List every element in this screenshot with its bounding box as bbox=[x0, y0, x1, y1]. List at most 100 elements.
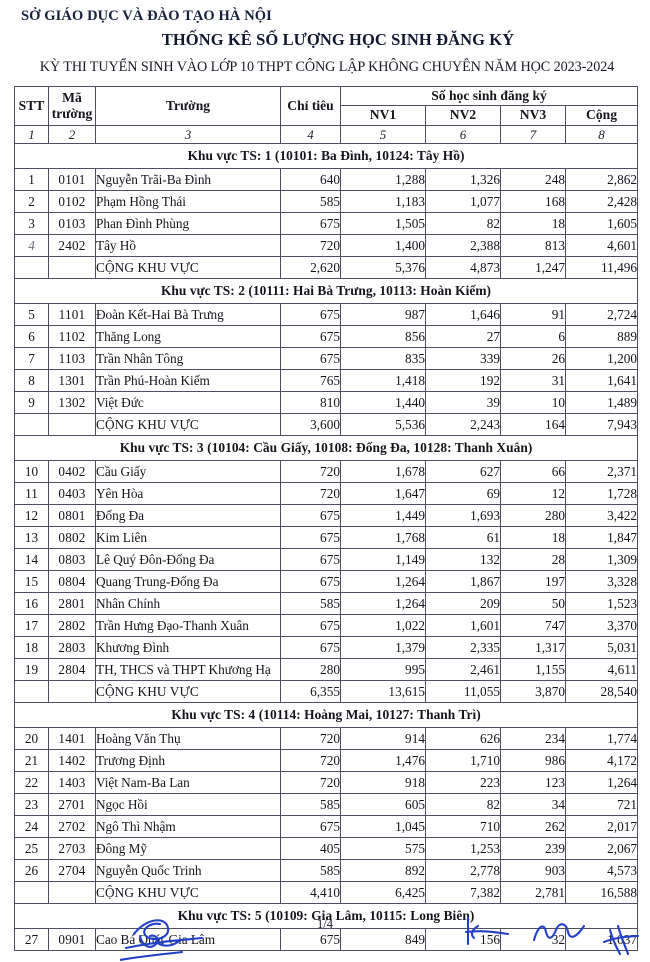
cell-nv3: 66 bbox=[500, 460, 566, 484]
cell-total-nv1: 5,376 bbox=[340, 256, 426, 280]
column-number: 1 bbox=[14, 125, 49, 145]
section-header-row: Khu vực TS: 4 (10114: Hoàng Mai, 10127: … bbox=[13, 702, 639, 729]
table-row[interactable]: 12 0801 Đống Đa 675 1,449 1,693 280 3,422 bbox=[14, 504, 639, 528]
table-row[interactable]: 26 2704 Nguyễn Quốc Trinh 585 892 2,778 903 4,5… bbox=[14, 859, 639, 883]
region-total-label: CỘNG KHU VỰC bbox=[95, 256, 281, 280]
cell-ma-truong-empty bbox=[48, 256, 96, 280]
table-row[interactable]: 2 0102 Phạm Hồng Thái 585 1,183 1,077 168 2,428 bbox=[14, 190, 639, 214]
cell-nv3: 18 bbox=[500, 212, 566, 236]
table-row[interactable]: 22 1403 Việt Nam-Ba Lan 720 918 223 123 1,264 bbox=[14, 771, 639, 795]
cell-cong: 3,370 bbox=[564, 614, 639, 638]
table-row[interactable]: 16 2801 Nhân Chính 585 1,264 209 50 1,523 bbox=[14, 592, 639, 616]
cell-stt: 12 bbox=[14, 504, 49, 528]
cell-cong: 1,774 bbox=[564, 727, 639, 751]
cell-chi-tieu: 280 bbox=[280, 658, 341, 682]
cell-nv3: 168 bbox=[500, 190, 566, 214]
cell-nv2: 626 bbox=[425, 727, 501, 751]
table-row[interactable]: 6 1102 Thăng Long 675 856 27 6 889 bbox=[14, 325, 639, 349]
cell-total-nv3: 3,870 bbox=[500, 680, 566, 704]
cell-chi-tieu: 585 bbox=[280, 592, 341, 616]
table-row[interactable]: 25 2703 Đông Mỹ 405 575 1,253 239 2,067 bbox=[14, 837, 639, 861]
cell-truong: Quang Trung-Đống Đa bbox=[95, 570, 281, 594]
cell-nv1: 1,476 bbox=[340, 749, 426, 773]
cell-nv2: 2,461 bbox=[425, 658, 501, 682]
cell-stt: 7 bbox=[14, 347, 49, 371]
cell-nv2: 1,867 bbox=[425, 570, 501, 594]
cell-nv2: 223 bbox=[425, 771, 501, 795]
table-row[interactable]: 8 1301 Trần Phú-Hoàn Kiếm 765 1,418 192 31 1,64… bbox=[14, 369, 639, 393]
cell-total-chi-tieu: 4,410 bbox=[280, 881, 341, 905]
table-row[interactable]: 15 0804 Quang Trung-Đống Đa 675 1,264 1,867 19… bbox=[14, 570, 639, 594]
cell-total-nv1: 13,615 bbox=[340, 680, 426, 704]
cell-stt: 22 bbox=[14, 771, 49, 795]
cell-ma-truong: 0102 bbox=[48, 190, 96, 214]
cell-truong: Cầu Giấy bbox=[95, 460, 281, 484]
table-row[interactable]: 11 0403 Yên Hòa 720 1,647 69 12 1,728 bbox=[14, 482, 639, 506]
table-row[interactable]: 5 1101 Đoàn Kết-Hai Bà Trưng 675 987 1,646 91 2… bbox=[14, 303, 639, 327]
cell-stt: 18 bbox=[14, 636, 49, 660]
table-row[interactable]: 19 2804 TH, THCS và THPT Khương Hạ 280 995 2,… bbox=[14, 658, 639, 682]
cell-stt: 1 bbox=[14, 168, 49, 192]
cell-stt: 19 bbox=[14, 658, 49, 682]
cell-nv3: 813 bbox=[500, 234, 566, 258]
cell-cong: 4,611 bbox=[564, 658, 639, 682]
cell-stt: 3 bbox=[14, 212, 49, 236]
table-row[interactable]: 23 2701 Ngọc Hồi 585 605 82 34 721 bbox=[14, 793, 639, 817]
table-row[interactable]: 20 1401 Hoàng Văn Thụ 720 914 626 234 1,774 bbox=[14, 727, 639, 751]
table-row[interactable]: 3 0103 Phan Đình Phùng 675 1,505 82 18 1,605 bbox=[14, 212, 639, 236]
cell-nv2: 2,388 bbox=[425, 234, 501, 258]
cell-cong: 1,523 bbox=[564, 592, 639, 616]
cell-cong: 1,309 bbox=[564, 548, 639, 572]
cell-ma-truong: 2803 bbox=[48, 636, 96, 660]
cell-chi-tieu: 585 bbox=[280, 190, 341, 214]
table-row[interactable]: 9 1302 Việt Đức 810 1,440 39 10 1,489 bbox=[14, 391, 639, 415]
cell-chi-tieu: 765 bbox=[280, 369, 341, 393]
ma-truong-line2: trường bbox=[51, 106, 93, 122]
cell-nv1: 605 bbox=[340, 793, 426, 817]
cell-truong: Yên Hòa bbox=[95, 482, 281, 506]
cell-total-chi-tieu: 3,600 bbox=[280, 413, 341, 437]
table-row[interactable]: 24 2702 Ngô Thì Nhậm 675 1,045 710 262 2,017 bbox=[14, 815, 639, 839]
cell-stt: 13 bbox=[14, 526, 49, 550]
cell-ma-truong: 1402 bbox=[48, 749, 96, 773]
cell-nv3: 747 bbox=[500, 614, 566, 638]
cell-cong: 1,264 bbox=[564, 771, 639, 795]
cell-nv1: 1,379 bbox=[340, 636, 426, 660]
cell-nv1: 1,418 bbox=[340, 369, 426, 393]
cell-cong: 2,371 bbox=[564, 460, 639, 484]
cell-total-nv2: 2,243 bbox=[425, 413, 501, 437]
cell-cong: 4,172 bbox=[564, 749, 639, 773]
column-header-nv2: NV2 bbox=[425, 105, 501, 127]
table-row[interactable]: 1 0101 Nguyễn Trãi-Ba Đình 640 1,288 1,326 248… bbox=[14, 168, 639, 192]
cell-truong: Phan Đình Phùng bbox=[95, 212, 281, 236]
table-row[interactable]: 10 0402 Cầu Giấy 720 1,678 627 66 2,371 bbox=[14, 460, 639, 484]
column-number: 4 bbox=[280, 125, 341, 145]
table-row[interactable]: 13 0802 Kim Liên 675 1,768 61 18 1,847 bbox=[14, 526, 639, 550]
table-row[interactable]: 21 1402 Trương Định 720 1,476 1,710 986 4,172 bbox=[14, 749, 639, 773]
cell-truong: Trương Định bbox=[95, 749, 281, 773]
cell-truong: Ngô Thì Nhậm bbox=[95, 815, 281, 839]
cell-nv2: 1,077 bbox=[425, 190, 501, 214]
cell-nv3: 262 bbox=[500, 815, 566, 839]
table-row[interactable]: 17 2802 Trần Hưng Đạo-Thanh Xuân 675 1,022 1,… bbox=[14, 614, 639, 638]
cell-cong: 889 bbox=[564, 325, 639, 349]
region-total-row: CỘNG KHU VỰC 2,620 5,376 4,873 1,247 11,496 bbox=[14, 256, 639, 280]
cell-nv2: 1,646 bbox=[425, 303, 501, 327]
table-row[interactable]: 7 1103 Trần Nhân Tông 675 835 339 26 1,200 bbox=[14, 347, 639, 371]
cell-ma-truong-empty bbox=[48, 881, 96, 905]
table-row[interactable]: 18 2803 Khương Đình 675 1,379 2,335 1,317 5,031 bbox=[14, 636, 639, 660]
cell-ma-truong: 2703 bbox=[48, 837, 96, 861]
cell-ma-truong: 0402 bbox=[48, 460, 96, 484]
cell-ma-truong: 1301 bbox=[48, 369, 96, 393]
cell-ma-truong: 0801 bbox=[48, 504, 96, 528]
table-row[interactable]: 4 2402 Tây Hồ 720 1,400 2,388 813 4,601 bbox=[14, 234, 639, 258]
table-row[interactable]: 14 0803 Lê Quý Đôn-Đống Đa 675 1,149 132 28 1,3… bbox=[14, 548, 639, 572]
cell-nv2: 2,335 bbox=[425, 636, 501, 660]
cell-nv2: 2,778 bbox=[425, 859, 501, 883]
cell-stt: 21 bbox=[14, 749, 49, 773]
cell-chi-tieu: 585 bbox=[280, 859, 341, 883]
column-header-stt: STT bbox=[14, 86, 49, 127]
cell-total-chi-tieu: 2,620 bbox=[280, 256, 341, 280]
cell-nv3: 986 bbox=[500, 749, 566, 773]
cell-ma-truong: 1302 bbox=[48, 391, 96, 415]
